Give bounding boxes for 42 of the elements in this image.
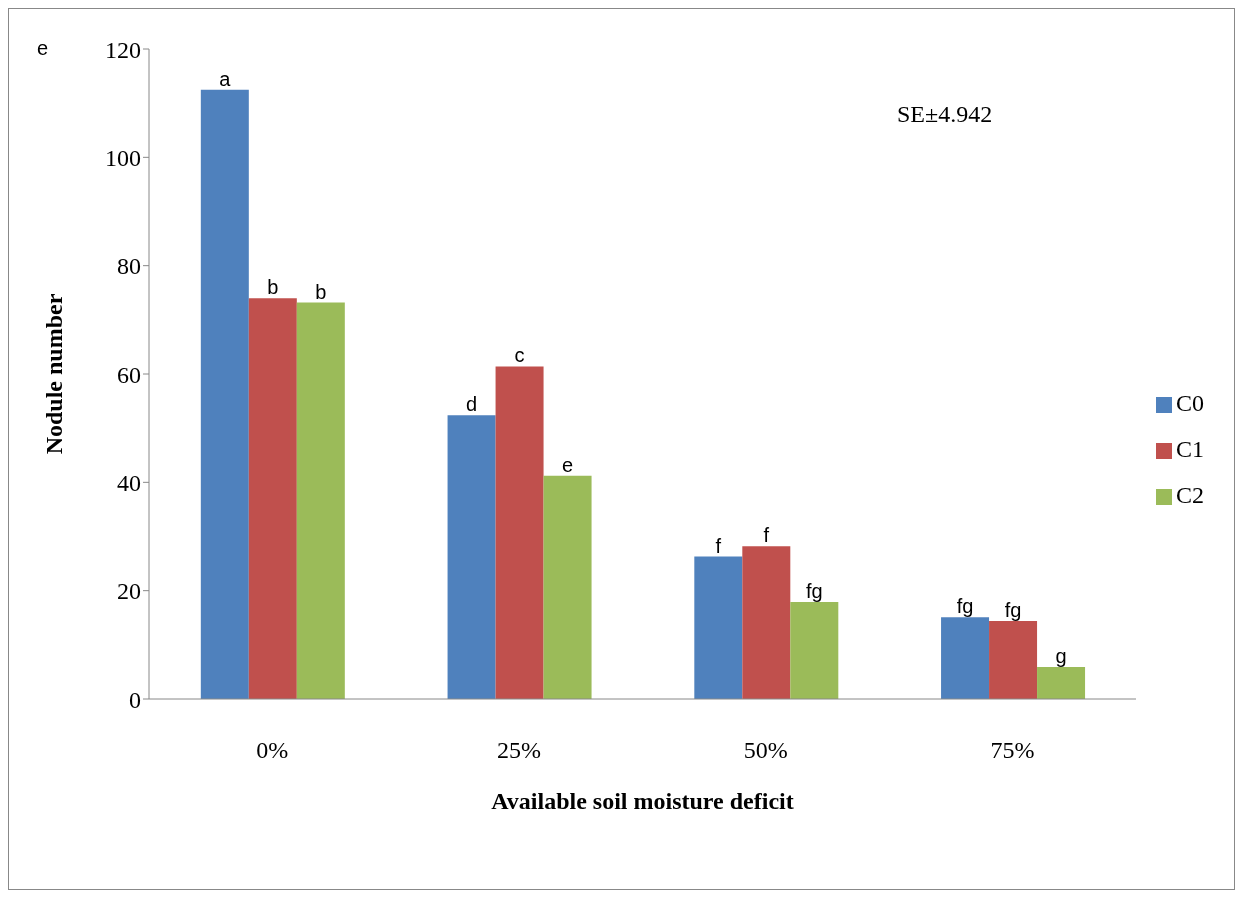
- legend-label: C2: [1175, 482, 1204, 508]
- data-label: g: [1055, 645, 1067, 668]
- bar: [296, 302, 345, 699]
- data-label: fg: [1004, 599, 1022, 621]
- legend-label: C0: [1175, 390, 1204, 416]
- x-tick-label: 0%: [256, 737, 289, 764]
- bar: [941, 617, 990, 699]
- legend-label: C1: [1175, 436, 1204, 462]
- bar: [200, 89, 249, 699]
- data-label: fg: [805, 580, 823, 603]
- data-label: b: [267, 276, 279, 299]
- bar: [742, 546, 791, 699]
- data-label: fg: [956, 595, 974, 618]
- bar: [495, 366, 544, 699]
- data-label: b: [315, 280, 327, 303]
- bar: [1037, 667, 1086, 699]
- y-tick-label: 100: [105, 144, 141, 171]
- bar: [248, 298, 297, 699]
- data-label: f: [763, 524, 770, 547]
- data-label: d: [466, 393, 478, 416]
- data-label: a: [219, 67, 232, 90]
- bar: [694, 556, 743, 699]
- bar: [543, 475, 592, 699]
- bar: [447, 415, 496, 699]
- annotation: SE±4.942: [897, 101, 993, 128]
- x-tick-label: 50%: [743, 737, 788, 764]
- bar: [790, 602, 839, 699]
- x-tick-label: 25%: [497, 737, 542, 764]
- x-axis-title: Available soil moisture deficit: [491, 788, 794, 814]
- x-tick-label: 75%: [990, 737, 1035, 764]
- y-tick-label: 20: [117, 578, 141, 605]
- data-label: f: [715, 534, 722, 557]
- bar: [989, 621, 1038, 699]
- text: e: [37, 37, 49, 60]
- y-tick-label: 0: [129, 686, 141, 713]
- y-tick-label: 40: [117, 469, 141, 496]
- y-tick-label: 80: [117, 253, 141, 280]
- y-tick-label: 120: [105, 36, 141, 63]
- data-label: c: [514, 344, 525, 367]
- data-label: e: [562, 453, 574, 476]
- y-axis-title: Nodule number: [40, 293, 67, 455]
- y-tick-label: 60: [117, 361, 141, 388]
